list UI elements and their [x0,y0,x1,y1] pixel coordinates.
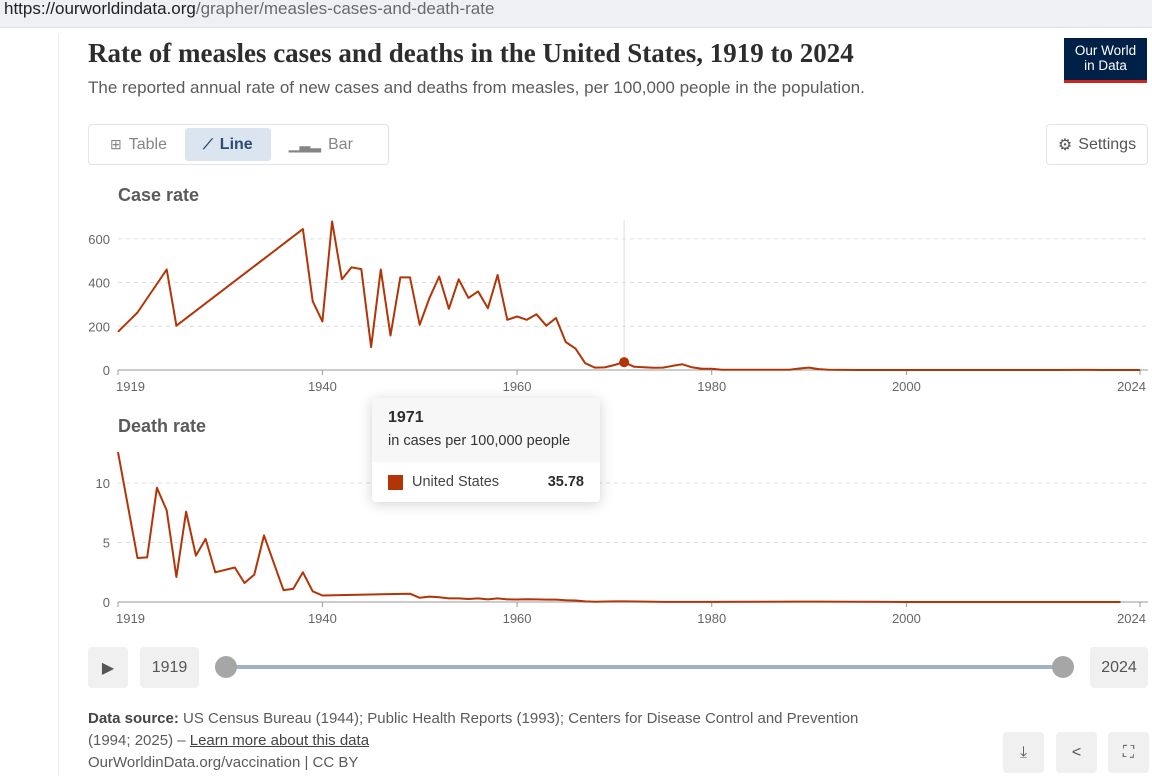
death-rate-title: Death rate [118,416,207,436]
view-tabs: ⊞ Table ⟋ Line ▁▃▂ Bar [88,124,389,165]
x-tick-label: 1940 [308,611,337,626]
tab-label: Line [219,135,253,153]
x-tick-label: 1919 [116,611,145,626]
y-tick-label: 0 [103,595,110,610]
learn-more-link[interactable]: Learn more about this data [189,732,370,749]
x-tick-label: 1919 [116,379,145,394]
series-swatch [388,474,403,490]
settings-button[interactable]: ⚙ Settings [1046,124,1148,165]
play-icon: ▶ [101,659,115,677]
footer-sources: Data source: US Census Bureau (1944); Pu… [88,708,858,774]
line-chart-icon: ⟋ [202,136,213,152]
tab-line[interactable]: ⟋ Line [184,128,271,161]
bar-chart-icon: ▁▃▂ [288,136,321,152]
y-tick-label: 5 [103,536,110,551]
y-tick-label: 400 [88,276,110,291]
tooltip-year: 1971 [388,409,424,426]
table-icon: ⊞ [110,136,122,152]
x-tick-label: 1940 [308,379,337,394]
play-button[interactable]: ▶ [88,647,128,688]
logo-line1: Our World [1074,43,1137,58]
source-text: US Census Bureau (1944); Public Health R… [178,710,859,727]
timeline-end-handle[interactable] [1052,656,1074,678]
chart-subtitle: The reported annual rate of new cases an… [88,78,865,97]
timeline-start-handle[interactable] [215,656,237,678]
timeline-start-year[interactable]: 1919 [140,647,199,688]
share-icon: < [1071,743,1082,761]
address-bar[interactable]: https://ourworldindata.org/grapher/measl… [0,0,1152,28]
settings-label: Settings [1078,135,1137,153]
case-rate-title: Case rate [118,185,200,205]
logo-line2: in Data [1084,58,1127,73]
tab-table[interactable]: ⊞ Table [92,128,185,161]
hover-point [619,357,630,368]
x-tick-label: 2024 [1117,611,1146,626]
owid-logo[interactable]: Our World in Data [1064,38,1147,83]
y-tick-label: 10 [96,476,110,491]
y-tick-label: 0 [103,363,110,378]
source-text-2: (1994; 2025) – [88,732,190,749]
y-tick-label: 600 [88,232,110,247]
tab-label: Table [128,135,167,153]
tooltip-value: 35.78 [547,474,584,490]
download-icon: ⤓ [1019,743,1028,761]
x-tick-label: 1960 [503,611,532,626]
tab-bar[interactable]: ▁▃▂ Bar [271,128,371,161]
fullscreen-icon: ⛶ [1122,743,1135,761]
source-label: Data source: [88,710,179,727]
download-button[interactable]: ⤓ [1003,732,1044,773]
x-tick-label: 1980 [697,611,726,626]
tab-label: Bar [328,135,353,153]
timeline-end-year[interactable]: 2024 [1090,647,1148,688]
y-tick-label: 200 [88,319,110,334]
url-host: https://ourworldindata.org [4,0,196,18]
x-tick-label: 1960 [503,379,532,394]
x-tick-label: 2000 [892,611,921,626]
tooltip-entity: United States [412,474,500,490]
fullscreen-button[interactable]: ⛶ [1108,732,1149,773]
divider [58,34,59,776]
x-tick-label: 1980 [697,379,726,394]
license-text: OurWorldinData.org/vaccination | CC BY [88,754,359,771]
x-tick-label: 2000 [892,379,921,394]
url-path: /grapher/measles-cases-and-death-rate [195,0,495,18]
tooltip-unit: in cases per 100,000 people [388,433,571,449]
death-rate-line [117,451,1121,603]
tooltip: 1971 in cases per 100,000 people United S… [372,398,600,502]
case-rate-line [117,220,1140,371]
chart-title: Rate of measles cases and deaths in the … [88,38,854,68]
x-tick-label: 2024 [1117,379,1146,394]
timeline-track[interactable] [226,665,1063,669]
gear-icon: ⚙ [1057,136,1073,154]
share-button[interactable]: < [1056,732,1097,773]
